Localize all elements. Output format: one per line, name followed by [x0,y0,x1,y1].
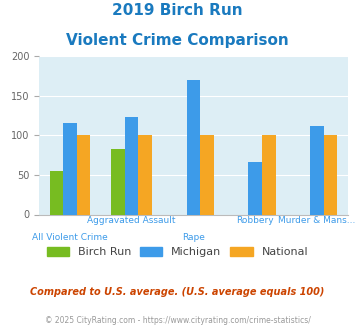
Bar [111,149,125,214]
Text: 2019 Birch Run: 2019 Birch Run [112,3,243,18]
Text: Compared to U.S. average. (U.S. average equals 100): Compared to U.S. average. (U.S. average … [30,287,325,297]
Bar [310,126,324,214]
Bar [187,80,200,214]
Bar [200,135,214,214]
Legend: Birch Run, Michigan, National: Birch Run, Michigan, National [42,242,313,262]
Bar [262,135,275,214]
Text: © 2025 CityRating.com - https://www.cityrating.com/crime-statistics/: © 2025 CityRating.com - https://www.city… [45,315,310,325]
Text: Robbery: Robbery [236,216,274,225]
Bar [50,171,63,214]
Text: Rape: Rape [182,233,205,242]
Text: Violent Crime Comparison: Violent Crime Comparison [66,33,289,48]
Bar [138,135,152,214]
Text: Aggravated Assault: Aggravated Assault [87,216,176,225]
Text: Murder & Mans...: Murder & Mans... [278,216,355,225]
Text: All Violent Crime: All Violent Crime [32,233,108,242]
Bar [324,135,337,214]
Bar [125,117,138,214]
Bar [77,135,90,214]
Bar [248,162,262,214]
Bar [63,123,77,214]
